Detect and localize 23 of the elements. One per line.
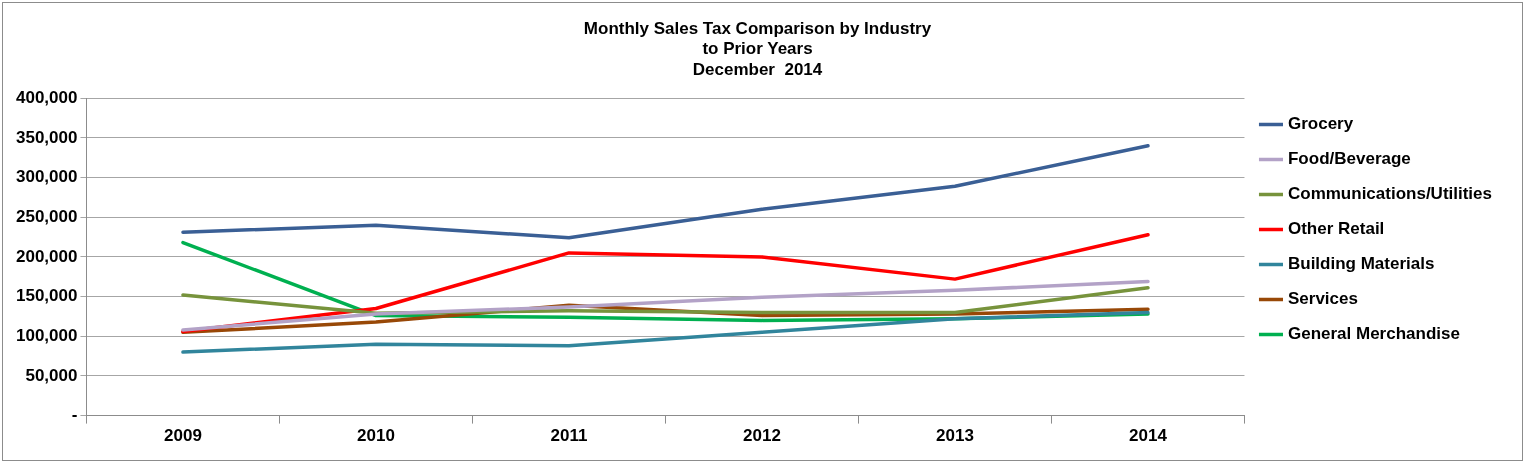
legend-label: Food/Beverage: [1287, 149, 1411, 169]
y-tick-label: 300,000: [16, 167, 78, 187]
legend-label: Other Retail: [1287, 219, 1385, 239]
y-tick-label: 350,000: [16, 127, 78, 147]
legend-label: Communications/Utilities: [1287, 184, 1493, 204]
x-tick-label: 2012: [743, 426, 781, 446]
y-tick-label: 150,000: [16, 286, 78, 306]
legend-label: Grocery: [1287, 114, 1354, 134]
x-tick-label: 2010: [357, 426, 395, 446]
legend-label: General Merchandise: [1287, 324, 1460, 344]
y-tick-label: 100,000: [16, 325, 78, 345]
y-tick-label: 50,000: [25, 365, 78, 385]
x-tick-label: 2014: [1129, 426, 1168, 446]
chart-title: Monthly Sales Tax Comparison by Industry to Prior Years December 2014: [583, 18, 932, 79]
y-tick-label: 400,000: [16, 87, 78, 107]
x-tick-label: 2011: [550, 426, 588, 446]
y-tick-label: -: [71, 405, 78, 425]
legend-label: Building Materials: [1287, 254, 1435, 274]
x-tick-label: 2009: [164, 426, 202, 446]
y-tick-label: 250,000: [16, 206, 78, 226]
legend-label: Services: [1287, 289, 1358, 309]
y-tick-label: 200,000: [16, 246, 78, 266]
x-tick-label: 2013: [936, 426, 974, 446]
